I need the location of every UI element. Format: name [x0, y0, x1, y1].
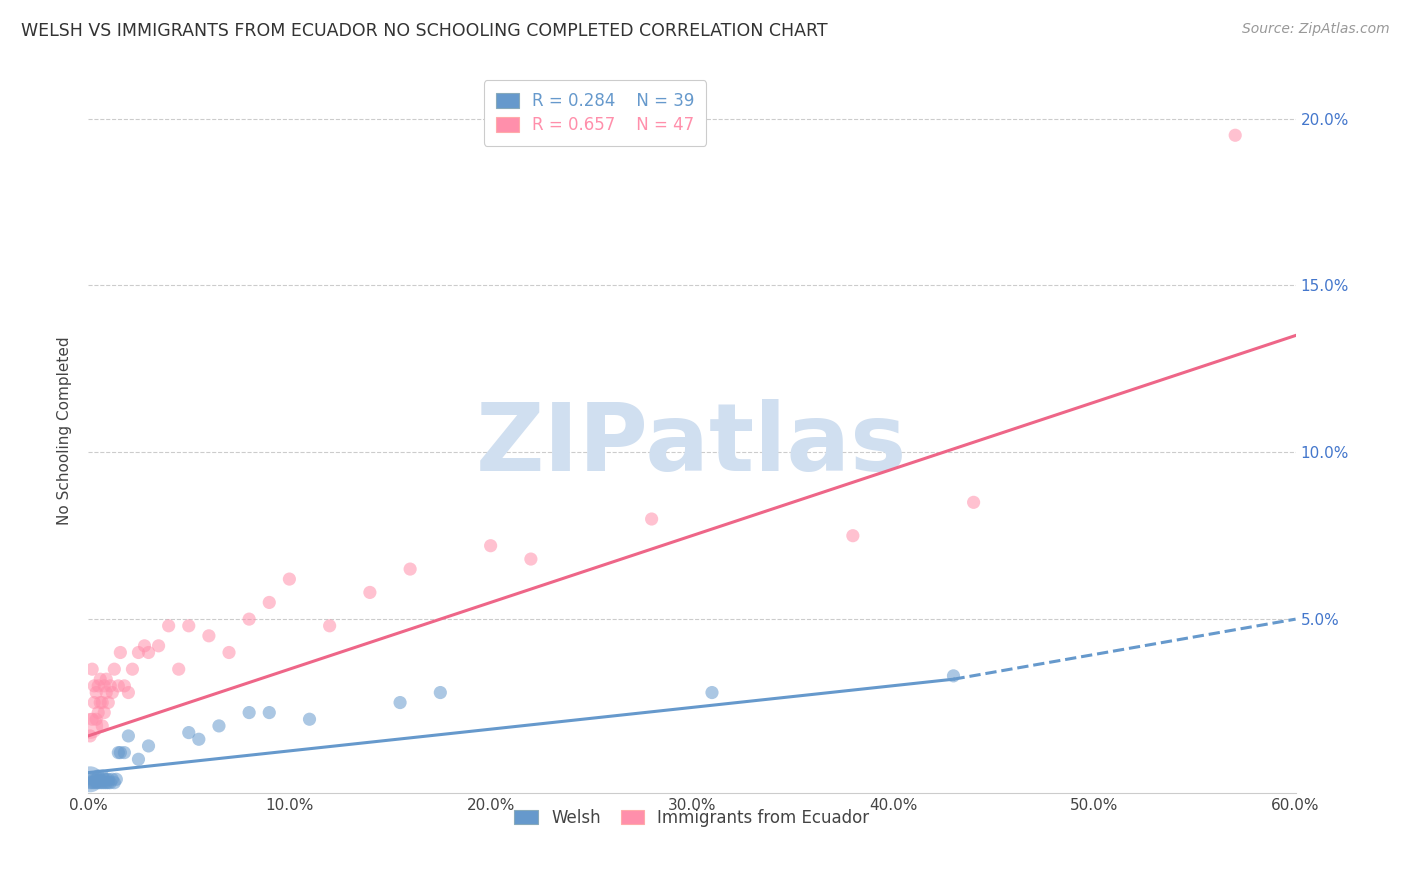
Point	[97, 775, 120, 789]
Point	[96, 685, 118, 699]
Point	[700, 685, 723, 699]
Point	[89, 696, 111, 710]
Point	[942, 669, 965, 683]
Point	[79, 772, 101, 787]
Point	[177, 619, 200, 633]
Point	[110, 746, 132, 760]
Point	[79, 775, 101, 789]
Point	[218, 646, 240, 660]
Point	[83, 679, 105, 693]
Point	[127, 752, 149, 766]
Point	[127, 646, 149, 660]
Point	[198, 629, 221, 643]
Point	[640, 512, 662, 526]
Point	[479, 539, 502, 553]
Point	[83, 775, 105, 789]
Point	[107, 746, 129, 760]
Point	[962, 495, 984, 509]
Point	[842, 529, 865, 543]
Point	[87, 769, 110, 783]
Point	[520, 552, 543, 566]
Point	[89, 775, 111, 789]
Point	[359, 585, 381, 599]
Point	[93, 706, 115, 720]
Point	[298, 712, 321, 726]
Point	[101, 772, 124, 787]
Point	[107, 679, 129, 693]
Point	[96, 775, 118, 789]
Point	[84, 712, 107, 726]
Point	[82, 772, 104, 787]
Point	[89, 672, 111, 686]
Point	[93, 775, 115, 789]
Point	[89, 772, 111, 787]
Point	[389, 696, 412, 710]
Point	[238, 612, 260, 626]
Point	[278, 572, 301, 586]
Point	[429, 685, 451, 699]
Point	[79, 719, 101, 733]
Point	[84, 775, 107, 789]
Point	[93, 679, 115, 693]
Point	[134, 639, 156, 653]
Point	[87, 775, 110, 789]
Point	[96, 672, 118, 686]
Point	[103, 775, 125, 789]
Text: WELSH VS IMMIGRANTS FROM ECUADOR NO SCHOOLING COMPLETED CORRELATION CHART: WELSH VS IMMIGRANTS FROM ECUADOR NO SCHO…	[21, 22, 828, 40]
Point	[259, 595, 281, 609]
Point	[187, 732, 209, 747]
Point	[1225, 128, 1247, 143]
Point	[138, 739, 160, 753]
Point	[259, 706, 281, 720]
Point	[103, 662, 125, 676]
Point	[91, 775, 114, 789]
Point	[82, 662, 104, 676]
Point	[112, 746, 135, 760]
Point	[87, 706, 110, 720]
Point	[97, 696, 120, 710]
Point	[91, 696, 114, 710]
Point	[399, 562, 422, 576]
Point	[91, 769, 114, 783]
Text: ZIPatlas: ZIPatlas	[477, 399, 907, 491]
Point	[148, 639, 170, 653]
Point	[82, 712, 104, 726]
Legend: Welsh, Immigrants from Ecuador: Welsh, Immigrants from Ecuador	[506, 800, 877, 835]
Point	[83, 696, 105, 710]
Y-axis label: No Schooling Completed: No Schooling Completed	[58, 336, 72, 524]
Point	[87, 679, 110, 693]
Point	[98, 679, 121, 693]
Point	[84, 685, 107, 699]
Point	[97, 772, 120, 787]
Point	[177, 725, 200, 739]
Point	[117, 729, 139, 743]
Point	[101, 685, 124, 699]
Point	[96, 772, 118, 787]
Point	[121, 662, 143, 676]
Point	[318, 619, 340, 633]
Point	[98, 775, 121, 789]
Text: Source: ZipAtlas.com: Source: ZipAtlas.com	[1241, 22, 1389, 37]
Point	[84, 772, 107, 787]
Point	[238, 706, 260, 720]
Point	[208, 719, 231, 733]
Point	[117, 685, 139, 699]
Point	[105, 772, 128, 787]
Point	[91, 719, 114, 733]
Point	[167, 662, 190, 676]
Point	[138, 646, 160, 660]
Point	[112, 679, 135, 693]
Point	[83, 772, 105, 787]
Point	[93, 772, 115, 787]
Point	[79, 729, 101, 743]
Point	[157, 619, 180, 633]
Point	[82, 775, 104, 789]
Point	[110, 646, 132, 660]
